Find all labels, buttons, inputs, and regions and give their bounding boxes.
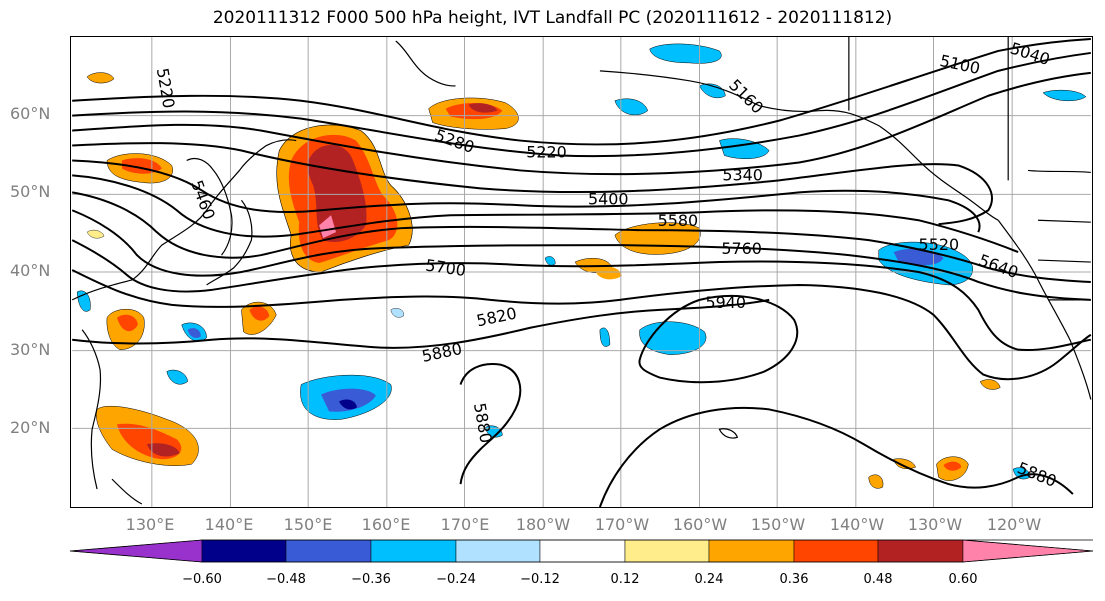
colorbar-tick-label: 0.60 bbox=[948, 572, 978, 587]
contour-label-5400: 5400 bbox=[588, 189, 629, 208]
gridlines bbox=[72, 37, 1091, 507]
coastlines bbox=[71, 37, 1092, 505]
colorbar-segment bbox=[201, 539, 287, 563]
map-title: 2020111312 F000 500 hPa height, IVT Land… bbox=[212, 8, 893, 28]
height-contours bbox=[71, 37, 1092, 507]
lon-label-130w: 130°W bbox=[907, 515, 963, 534]
lon-label-170w: 170°W bbox=[594, 515, 650, 534]
lat-label-60n: 60°N bbox=[10, 104, 51, 123]
lon-label-180w: 180°W bbox=[515, 515, 571, 534]
colorbar-segment bbox=[793, 539, 879, 563]
colorbar-segment bbox=[877, 539, 964, 563]
colorbar-tick-label: 0.36 bbox=[779, 572, 809, 587]
lon-label-160e: 160°E bbox=[361, 515, 411, 534]
lon-label-170e: 170°E bbox=[440, 515, 490, 534]
lon-label-150w: 150°W bbox=[750, 515, 806, 534]
colorbar-segment-low bbox=[69, 539, 203, 563]
map-panel: 5220 5460 5280 5220 5160 5100 5040 5400 … bbox=[70, 36, 1093, 508]
colorbar-segment bbox=[455, 539, 541, 563]
contour-label-5580: 5580 bbox=[658, 211, 699, 230]
lon-label-130e: 130°E bbox=[125, 515, 175, 534]
lon-label-140w: 140°W bbox=[829, 515, 885, 534]
colorbar-segment bbox=[708, 539, 795, 563]
colorbar-tick-label: −0.60 bbox=[182, 572, 222, 587]
colorbar-segment-high bbox=[962, 539, 1094, 563]
colorbar-segment bbox=[370, 539, 457, 563]
colorbar-tick-label: −0.24 bbox=[436, 572, 476, 587]
lon-label-150e: 150°E bbox=[283, 515, 333, 534]
lon-label-160w: 160°W bbox=[672, 515, 728, 534]
colorbar-segment bbox=[624, 539, 710, 563]
contour-label-5940: 5940 bbox=[705, 293, 746, 312]
colorbar-tick-label: 0.24 bbox=[694, 572, 724, 587]
lat-label-30n: 30°N bbox=[10, 340, 51, 359]
colorbar-tick-label: −0.36 bbox=[351, 572, 391, 587]
contour-label-5220: 5220 bbox=[526, 142, 567, 161]
lon-label-140e: 140°E bbox=[204, 515, 254, 534]
colorbar-tick-label: 0.12 bbox=[610, 572, 640, 587]
contour-label-5520: 5520 bbox=[919, 235, 960, 254]
lat-label-40n: 40°N bbox=[10, 261, 51, 280]
colorbar-tick-label: −0.12 bbox=[520, 572, 560, 587]
colorbar-segment bbox=[285, 539, 372, 563]
colorbar-tick-label: 0.48 bbox=[863, 572, 893, 587]
contour-label-5760: 5760 bbox=[721, 239, 762, 258]
colorbar-segment bbox=[539, 539, 626, 563]
lat-label-20n: 20°N bbox=[10, 418, 51, 437]
colorbar bbox=[69, 539, 1094, 563]
colorbar-tick-label: −0.48 bbox=[266, 572, 306, 587]
lat-label-50n: 50°N bbox=[10, 182, 51, 201]
contour-label-5340: 5340 bbox=[722, 165, 763, 184]
lon-label-120w: 120°W bbox=[986, 515, 1042, 534]
